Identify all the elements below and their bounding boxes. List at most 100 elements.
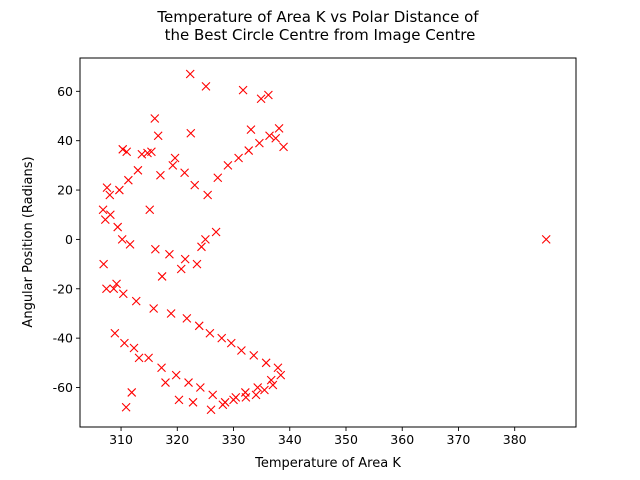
data-point (176, 264, 186, 274)
data-point (137, 149, 147, 159)
data-point (185, 69, 195, 79)
data-point (251, 390, 261, 400)
data-point (218, 400, 228, 410)
data-point (122, 147, 132, 157)
data-point (203, 190, 213, 200)
data-point (114, 185, 124, 195)
y-tick-label: 0 (65, 232, 73, 247)
data-point (150, 244, 160, 254)
data-point (113, 222, 123, 232)
x-tick-label: 310 (109, 432, 133, 447)
data-point (253, 383, 263, 392)
x-tick-label: 380 (503, 432, 527, 447)
data-point (180, 254, 190, 264)
y-tick-label: -20 (53, 281, 73, 296)
data-point (188, 397, 198, 407)
data-point (271, 133, 281, 143)
data-point (256, 94, 266, 104)
data-point (229, 395, 238, 405)
data-point (182, 314, 192, 323)
x-axis: 310 320 330 340 350 360 370 380 (109, 427, 527, 447)
data-point (120, 338, 129, 348)
data-point (121, 402, 131, 412)
data-point (274, 123, 284, 133)
data-point (208, 390, 218, 400)
data-point (153, 131, 163, 141)
data-point (261, 358, 271, 368)
data-point (255, 138, 264, 148)
data-point (279, 142, 288, 152)
data-point (102, 284, 111, 294)
data-point (238, 85, 248, 95)
data-point (260, 385, 269, 395)
data-point (201, 235, 210, 244)
data-point (171, 370, 181, 380)
data-point (109, 284, 119, 294)
data-point (186, 128, 196, 138)
chart-title-line-2: the Best Circle Centre from Image Centre (165, 26, 476, 44)
data-point (166, 309, 176, 318)
data-point (110, 328, 120, 338)
data-point (217, 333, 227, 343)
data-point (205, 328, 215, 338)
data-point (197, 242, 206, 252)
data-point (134, 353, 144, 363)
y-tick-label: -60 (53, 380, 73, 395)
data-point (268, 380, 278, 390)
data-point (174, 395, 184, 405)
data-point (165, 249, 174, 259)
data-point (149, 304, 159, 313)
data-point (161, 378, 170, 387)
data-point (265, 131, 274, 141)
data-point (226, 338, 236, 348)
data-point (157, 272, 167, 281)
data-point (541, 235, 551, 244)
data-point (211, 227, 221, 237)
y-tick-label: 40 (57, 133, 73, 148)
data-point (276, 370, 286, 380)
data-point (195, 383, 205, 392)
data-point (194, 321, 204, 331)
data-point (145, 205, 155, 215)
plot-area-frame (79, 57, 577, 428)
data-point (123, 175, 133, 185)
data-point (117, 235, 127, 244)
data-point (264, 90, 273, 100)
data-point (105, 210, 115, 220)
data-point (201, 81, 211, 91)
data-point (105, 190, 115, 200)
y-tick-label: -40 (53, 331, 73, 346)
data-point (168, 160, 178, 170)
data-point (144, 353, 153, 363)
y-axis-label: Angular Position (Radians) (21, 156, 36, 327)
x-tick-label: 370 (447, 432, 471, 447)
x-tick-label: 320 (165, 432, 189, 447)
data-point (237, 346, 246, 355)
y-tick-label: 20 (57, 183, 73, 198)
data-point (266, 375, 276, 385)
data-point (99, 259, 109, 269)
y-axis: -60 -40 -20 0 20 40 60 (53, 84, 80, 395)
data-point (133, 165, 143, 175)
chart-title-line-1: Temperature of Area K vs Polar Distance … (156, 8, 479, 26)
x-axis-label: Temperature of Area K (254, 456, 401, 471)
data-point (118, 289, 128, 299)
data-point (246, 125, 256, 134)
x-tick-label: 350 (334, 432, 358, 447)
data-point (156, 170, 165, 180)
data-point (190, 180, 200, 190)
data-point (170, 153, 180, 163)
x-tick-label: 360 (390, 432, 414, 447)
data-point (206, 405, 216, 415)
x-tick-label: 340 (278, 432, 302, 447)
data-point (157, 363, 166, 373)
data-point (125, 239, 135, 249)
data-points (98, 69, 551, 415)
data-point (129, 343, 139, 353)
data-point (192, 259, 202, 269)
data-point (98, 205, 108, 215)
data-point (234, 153, 243, 163)
data-point (249, 351, 259, 360)
